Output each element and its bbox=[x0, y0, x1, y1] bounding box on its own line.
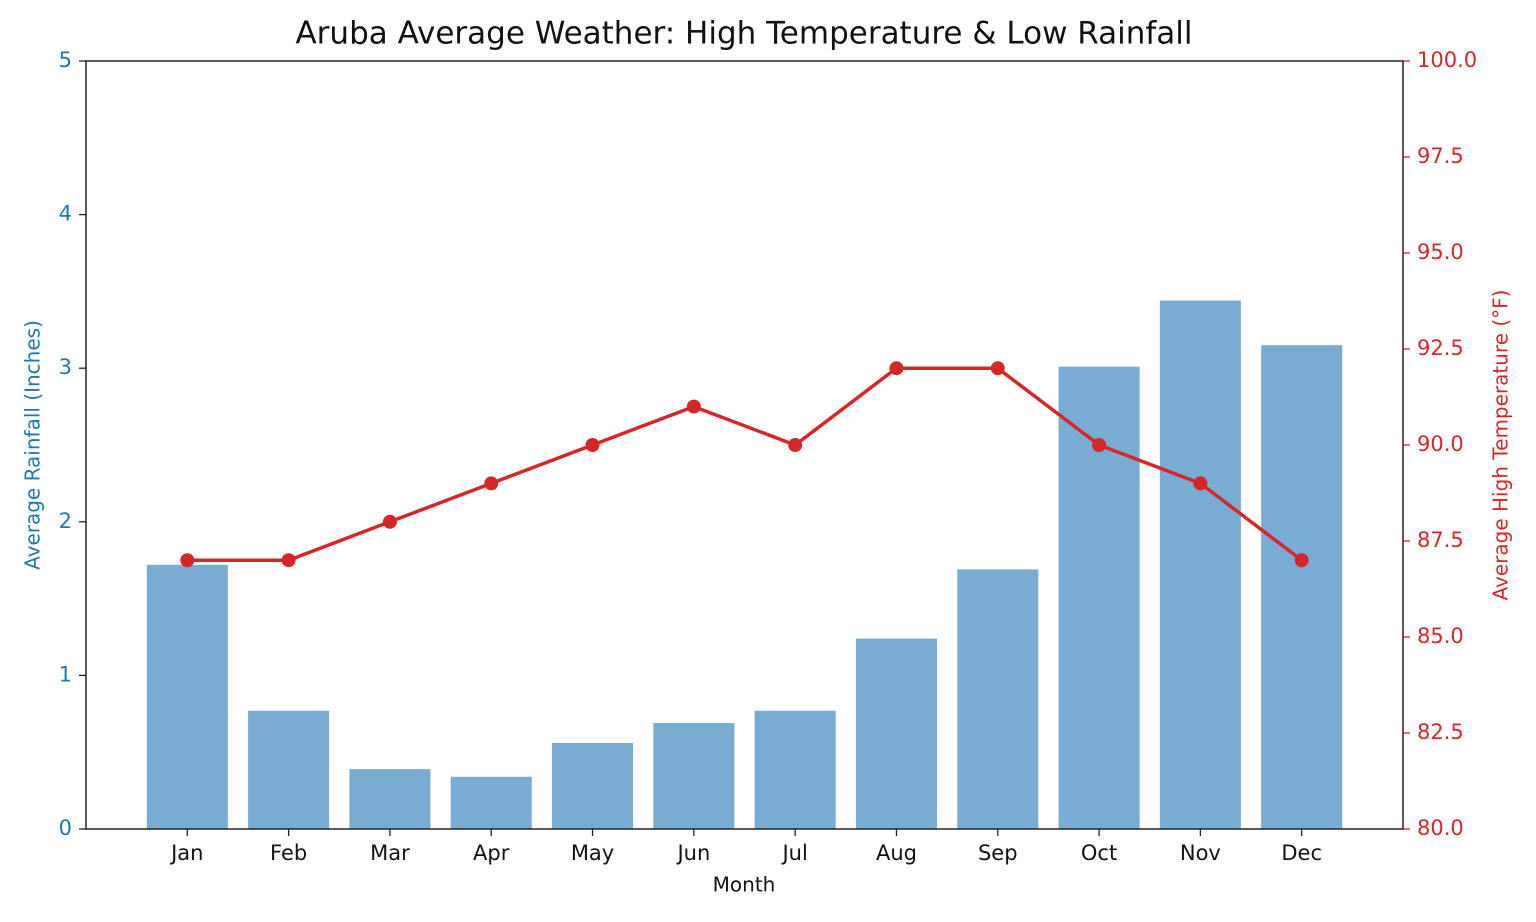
y2-tick-label: 100.0 bbox=[1417, 48, 1477, 72]
x-tick-label: Jan bbox=[169, 841, 203, 865]
bar bbox=[653, 723, 735, 829]
plot-frame bbox=[85, 60, 1404, 830]
y2-tick-label: 95.0 bbox=[1417, 240, 1464, 264]
line-point bbox=[281, 553, 296, 568]
line-point bbox=[484, 476, 499, 491]
y2-tick-label: 80.0 bbox=[1417, 816, 1464, 840]
y-axis-label: Average Rainfall (Inches) bbox=[21, 320, 45, 570]
x-tick-label: May bbox=[571, 841, 614, 865]
y2-tick-label: 97.5 bbox=[1417, 144, 1464, 168]
x-tick-label: Mar bbox=[370, 841, 410, 865]
x-tick-label: Jun bbox=[675, 841, 710, 865]
line-point bbox=[788, 438, 803, 452]
bar bbox=[450, 776, 532, 829]
x-tick-label: Aug bbox=[876, 841, 917, 865]
bar bbox=[855, 638, 937, 829]
y2-tick-label: 87.5 bbox=[1417, 528, 1464, 552]
bar bbox=[957, 569, 1039, 829]
bar bbox=[349, 769, 431, 829]
x-tick-label: Feb bbox=[270, 841, 307, 865]
line-point bbox=[382, 514, 397, 529]
y2-tick-label: 90.0 bbox=[1417, 432, 1464, 456]
x-tick-label: Jul bbox=[780, 841, 807, 865]
y-tick-label: 0 bbox=[59, 816, 72, 840]
x-tick-label: Dec bbox=[1281, 841, 1322, 865]
line-point bbox=[180, 553, 195, 568]
x-tick-label: Sep bbox=[978, 841, 1018, 865]
bar bbox=[1058, 366, 1140, 829]
y-tick-label: 2 bbox=[59, 509, 72, 533]
y-tick-label: 4 bbox=[59, 202, 72, 226]
y2-tick-label: 92.5 bbox=[1417, 336, 1464, 360]
bar bbox=[248, 710, 330, 829]
line-point bbox=[1294, 553, 1309, 568]
bar bbox=[552, 742, 634, 829]
y-tick-label: 1 bbox=[59, 662, 72, 686]
line-point bbox=[686, 399, 701, 414]
bar bbox=[146, 564, 228, 829]
bar bbox=[754, 710, 836, 829]
bar bbox=[1159, 300, 1241, 830]
y2-tick-label: 85.0 bbox=[1417, 624, 1464, 648]
x-axis-label: Month bbox=[713, 873, 776, 897]
y-tick-label: 5 bbox=[59, 48, 72, 72]
line bbox=[187, 366, 1303, 562]
line-point bbox=[990, 361, 1005, 376]
y2-axis-label: Average High Temperature (°F) bbox=[1489, 290, 1513, 601]
line-point bbox=[585, 438, 600, 452]
x-tick-label: Oct bbox=[1081, 841, 1117, 865]
bar bbox=[1261, 345, 1343, 829]
y2-tick-label: 82.5 bbox=[1417, 720, 1464, 744]
line-point bbox=[1193, 476, 1208, 491]
line-point bbox=[889, 361, 904, 376]
line-point bbox=[1092, 438, 1107, 452]
chart-title: Aruba Average Weather: High Temperature … bbox=[295, 16, 1192, 52]
y-tick-label: 3 bbox=[59, 355, 72, 379]
x-tick-label: Nov bbox=[1180, 841, 1221, 865]
x-tick-label: Apr bbox=[473, 841, 510, 865]
